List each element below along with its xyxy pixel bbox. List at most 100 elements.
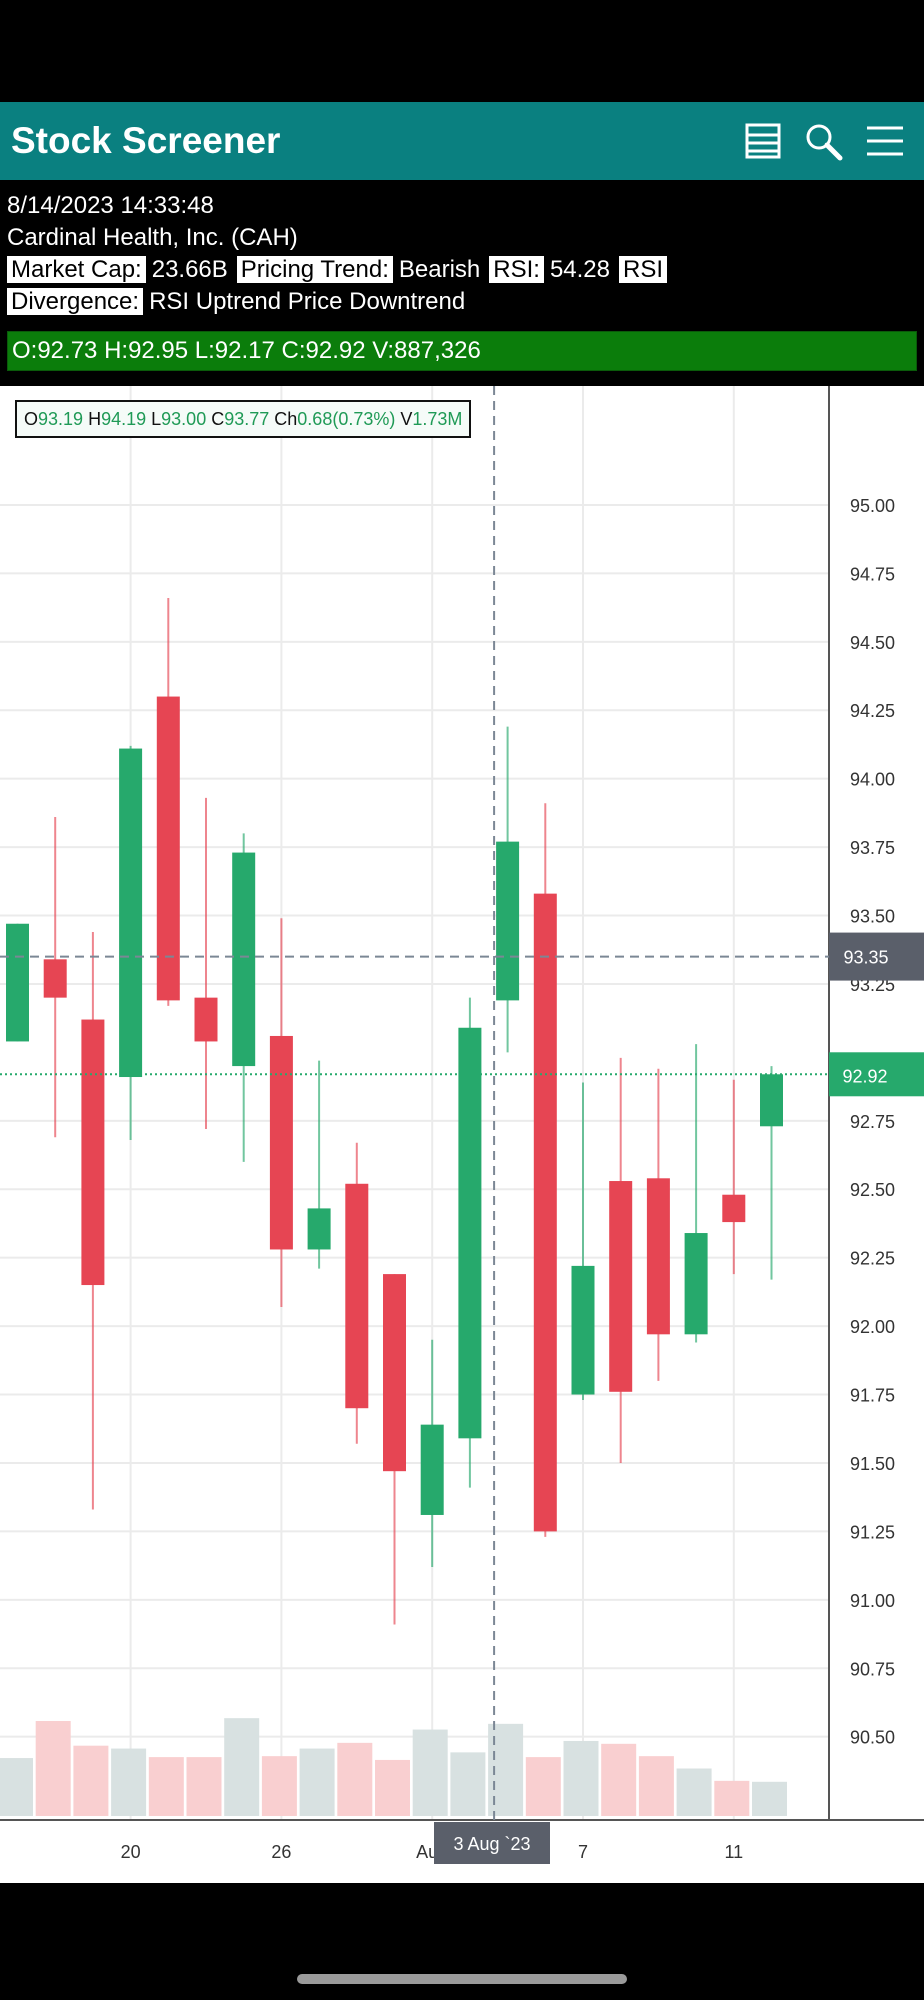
legend-close-label: C xyxy=(211,409,225,429)
candle-body xyxy=(571,1265,595,1395)
candle-body xyxy=(684,1233,708,1335)
legend-change-value: 0.68(0.73%) xyxy=(297,409,396,429)
volume-bar xyxy=(148,1757,184,1816)
volume-bar xyxy=(450,1752,486,1816)
volume-bar xyxy=(525,1757,561,1816)
crosshair-price-badge xyxy=(829,932,924,981)
volume-bar xyxy=(299,1748,335,1816)
rsi-divergence-value: RSI Uptrend Price Downtrend xyxy=(149,288,466,315)
app-header: Stock Screener xyxy=(0,102,924,180)
candle-body xyxy=(646,1178,670,1335)
search-icon[interactable] xyxy=(803,121,843,161)
volume-bar xyxy=(261,1756,297,1816)
rsi-divergence-label-a: RSI xyxy=(619,256,668,283)
y-tick-label: 92.50 xyxy=(850,1180,895,1200)
volume-bar xyxy=(186,1757,222,1816)
y-tick-label: 94.75 xyxy=(850,564,895,584)
legend-change-label: Ch xyxy=(274,409,298,429)
volume-bar xyxy=(337,1742,373,1816)
rsi-label: RSI: xyxy=(489,256,544,283)
volume-bar xyxy=(375,1759,410,1816)
volume-bar xyxy=(111,1748,147,1816)
pricing-trend-value: Bearish xyxy=(398,256,481,283)
volume-bar xyxy=(224,1718,260,1816)
rsi-divergence-label-b: Divergence: xyxy=(7,288,144,315)
volume-bar xyxy=(714,1780,750,1816)
volume-bar xyxy=(638,1756,674,1816)
legend-low-label: L xyxy=(151,409,162,429)
crosshair-legend: O93.19 H94.19 L93.00 C93.77 Ch0.68(0.73%… xyxy=(15,400,472,438)
candle-body xyxy=(345,1183,369,1409)
status-bar xyxy=(0,0,924,102)
last-price-badge xyxy=(829,1052,924,1097)
volume-bar xyxy=(0,1758,33,1816)
chart-canvas[interactable]: 95.0094.7594.5094.2594.0093.7593.5093.25… xyxy=(0,386,924,1883)
legend-open-label: O xyxy=(24,409,39,429)
app-title: Stock Screener xyxy=(11,120,281,161)
y-tick-label: 92.25 xyxy=(850,1249,895,1269)
candle-body xyxy=(194,997,218,1042)
table-icon[interactable] xyxy=(743,121,783,161)
candle-body xyxy=(269,1035,293,1250)
menu-icon[interactable] xyxy=(865,121,905,161)
x-tick-label: 7 xyxy=(578,1842,588,1862)
pricing-trend-label: Pricing Trend: xyxy=(236,256,393,283)
volume-bar xyxy=(412,1729,448,1816)
ohlc-summary-bar: O:92.73 H:92.95 L:92.17 C:92.92 V:887,32… xyxy=(7,331,917,371)
y-tick-label: 91.00 xyxy=(850,1591,895,1611)
volume-bar xyxy=(35,1721,71,1816)
legend-high-value: 94.19 xyxy=(101,409,147,429)
stock-metrics: Market Cap: 23.66B Pricing Trend: Bearish RS… xyxy=(7,254,917,286)
y-tick-label: 90.50 xyxy=(850,1728,895,1748)
candle-body xyxy=(119,748,143,1078)
y-tick-label: 95.00 xyxy=(850,496,895,516)
last-price-label: 92.92 xyxy=(842,1066,887,1086)
candle-body xyxy=(383,1274,406,1472)
volume-bar xyxy=(676,1768,712,1816)
volume-bar xyxy=(563,1740,599,1816)
y-tick-label: 94.50 xyxy=(850,633,895,653)
y-tick-label: 94.25 xyxy=(850,701,895,721)
candle-body xyxy=(420,1424,444,1515)
volume-bar xyxy=(752,1781,787,1816)
legend-volume-value: 1.73M xyxy=(412,409,463,429)
crosshair-date-badge xyxy=(434,1822,550,1864)
candle-body xyxy=(232,852,256,1067)
market-cap-label: Market Cap: xyxy=(7,256,146,283)
y-tick-label: 90.75 xyxy=(850,1659,895,1679)
candle-body xyxy=(496,841,520,1001)
candlestick-chart[interactable]: 95.00 94.75 94.50 94.25 94.00 93.75 93.50 93.25… xyxy=(0,386,924,1883)
candle-body xyxy=(609,1181,633,1392)
x-tick-label: 20 xyxy=(121,1842,141,1862)
candle-body xyxy=(458,1027,482,1439)
legend-low-value: 93.00 xyxy=(161,409,207,429)
candle-body xyxy=(722,1194,746,1223)
y-tick-label: 92.00 xyxy=(850,1317,895,1337)
candle-body xyxy=(156,696,180,1001)
legend-close-value: 93.77 xyxy=(224,409,270,429)
candle-body xyxy=(533,893,557,1532)
x-tick-label: 11 xyxy=(724,1842,743,1862)
rsi-value: 54.28 xyxy=(549,256,610,283)
y-tick-label: 92.75 xyxy=(850,1112,895,1132)
crosshair-price-label: 93.35 xyxy=(843,948,888,968)
candle-body xyxy=(43,959,67,998)
home-indicator[interactable] xyxy=(297,1974,627,1984)
candle-body xyxy=(307,1208,331,1250)
y-tick-label: 94.00 xyxy=(850,770,895,790)
market-cap-value: 23.66B xyxy=(151,256,228,283)
rsi-divergence-row: Divergence: RSI Uptrend Price Downtrend xyxy=(7,286,917,318)
crosshair-date-label: 3 Aug `23 xyxy=(453,1834,530,1854)
y-tick-label: 93.75 xyxy=(850,838,895,858)
legend-volume-label: V xyxy=(400,409,413,429)
y-tick-label: 93.50 xyxy=(850,907,895,927)
volume-bar xyxy=(601,1743,637,1816)
volume-bar xyxy=(73,1745,109,1816)
candle-body xyxy=(6,923,29,1042)
x-tick-label: 26 xyxy=(271,1842,291,1862)
y-tick-label: 91.25 xyxy=(850,1522,895,1542)
legend-open-value: 93.19 xyxy=(38,409,84,429)
y-tick-label: 91.50 xyxy=(850,1454,895,1474)
timestamp: 8/14/2023 14:33:48 xyxy=(7,192,214,219)
y-tick-label: 91.75 xyxy=(850,1386,895,1406)
